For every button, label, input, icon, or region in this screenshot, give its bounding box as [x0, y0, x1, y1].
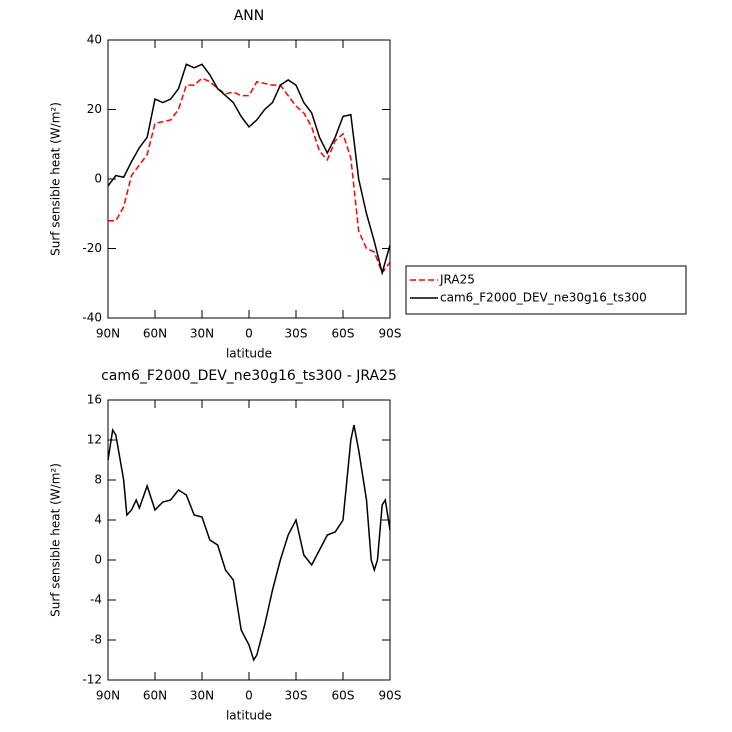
data-line	[108, 77, 391, 275]
chart-title: ANN	[234, 8, 265, 24]
y-tick-label: -12	[82, 673, 102, 687]
chart-title: cam6_F2000_DEV_ne30g16_ts300 - JRA25	[101, 368, 397, 384]
y-axis-label: Surf sensible heat (W/m²)	[49, 102, 63, 256]
legend-box	[405, 265, 687, 315]
x-tick-label: 90S	[379, 689, 402, 703]
data-line	[107, 424, 391, 662]
x-tick-label: 60N	[143, 689, 167, 703]
y-tick-label: 16	[87, 393, 102, 407]
y-tick-label: 40	[87, 33, 102, 47]
plot-frame	[107, 39, 391, 319]
data-line	[107, 63, 391, 276]
y-tick-label: 12	[87, 433, 102, 447]
x-tick-label: 90N	[96, 327, 120, 341]
x-axis-label: latitude	[226, 709, 272, 723]
x-tick-label: 90N	[96, 689, 120, 703]
y-tick-label: -8	[90, 633, 102, 647]
y-tick-label: -40	[82, 311, 102, 325]
x-tick-label: 60S	[332, 689, 355, 703]
y-tick-label: 20	[87, 102, 102, 116]
x-tick-label: 60S	[332, 327, 355, 341]
y-tick-label: 4	[94, 513, 102, 527]
plot-frame	[107, 399, 391, 681]
x-tick-label: 30N	[190, 689, 214, 703]
legend-label: cam6_F2000_DEV_ne30g16_ts300	[440, 291, 647, 305]
x-tick-label: 60N	[143, 327, 167, 341]
y-tick-label: 0	[94, 553, 102, 567]
x-tick-label: 0	[245, 327, 253, 341]
x-tick-label: 90S	[379, 327, 402, 341]
x-tick-label: 30S	[285, 689, 308, 703]
y-tick-label: -4	[90, 593, 102, 607]
x-tick-label: 0	[245, 689, 253, 703]
y-tick-label: 0	[94, 172, 102, 186]
y-tick-label: 8	[94, 473, 102, 487]
x-axis-label: latitude	[226, 347, 272, 361]
x-tick-label: 30N	[190, 327, 214, 341]
y-tick-label: -20	[82, 241, 102, 255]
legend-label: JRA25	[439, 273, 475, 287]
y-axis-label: Surf sensible heat (W/m²)	[49, 463, 63, 617]
x-tick-label: 30S	[285, 327, 308, 341]
